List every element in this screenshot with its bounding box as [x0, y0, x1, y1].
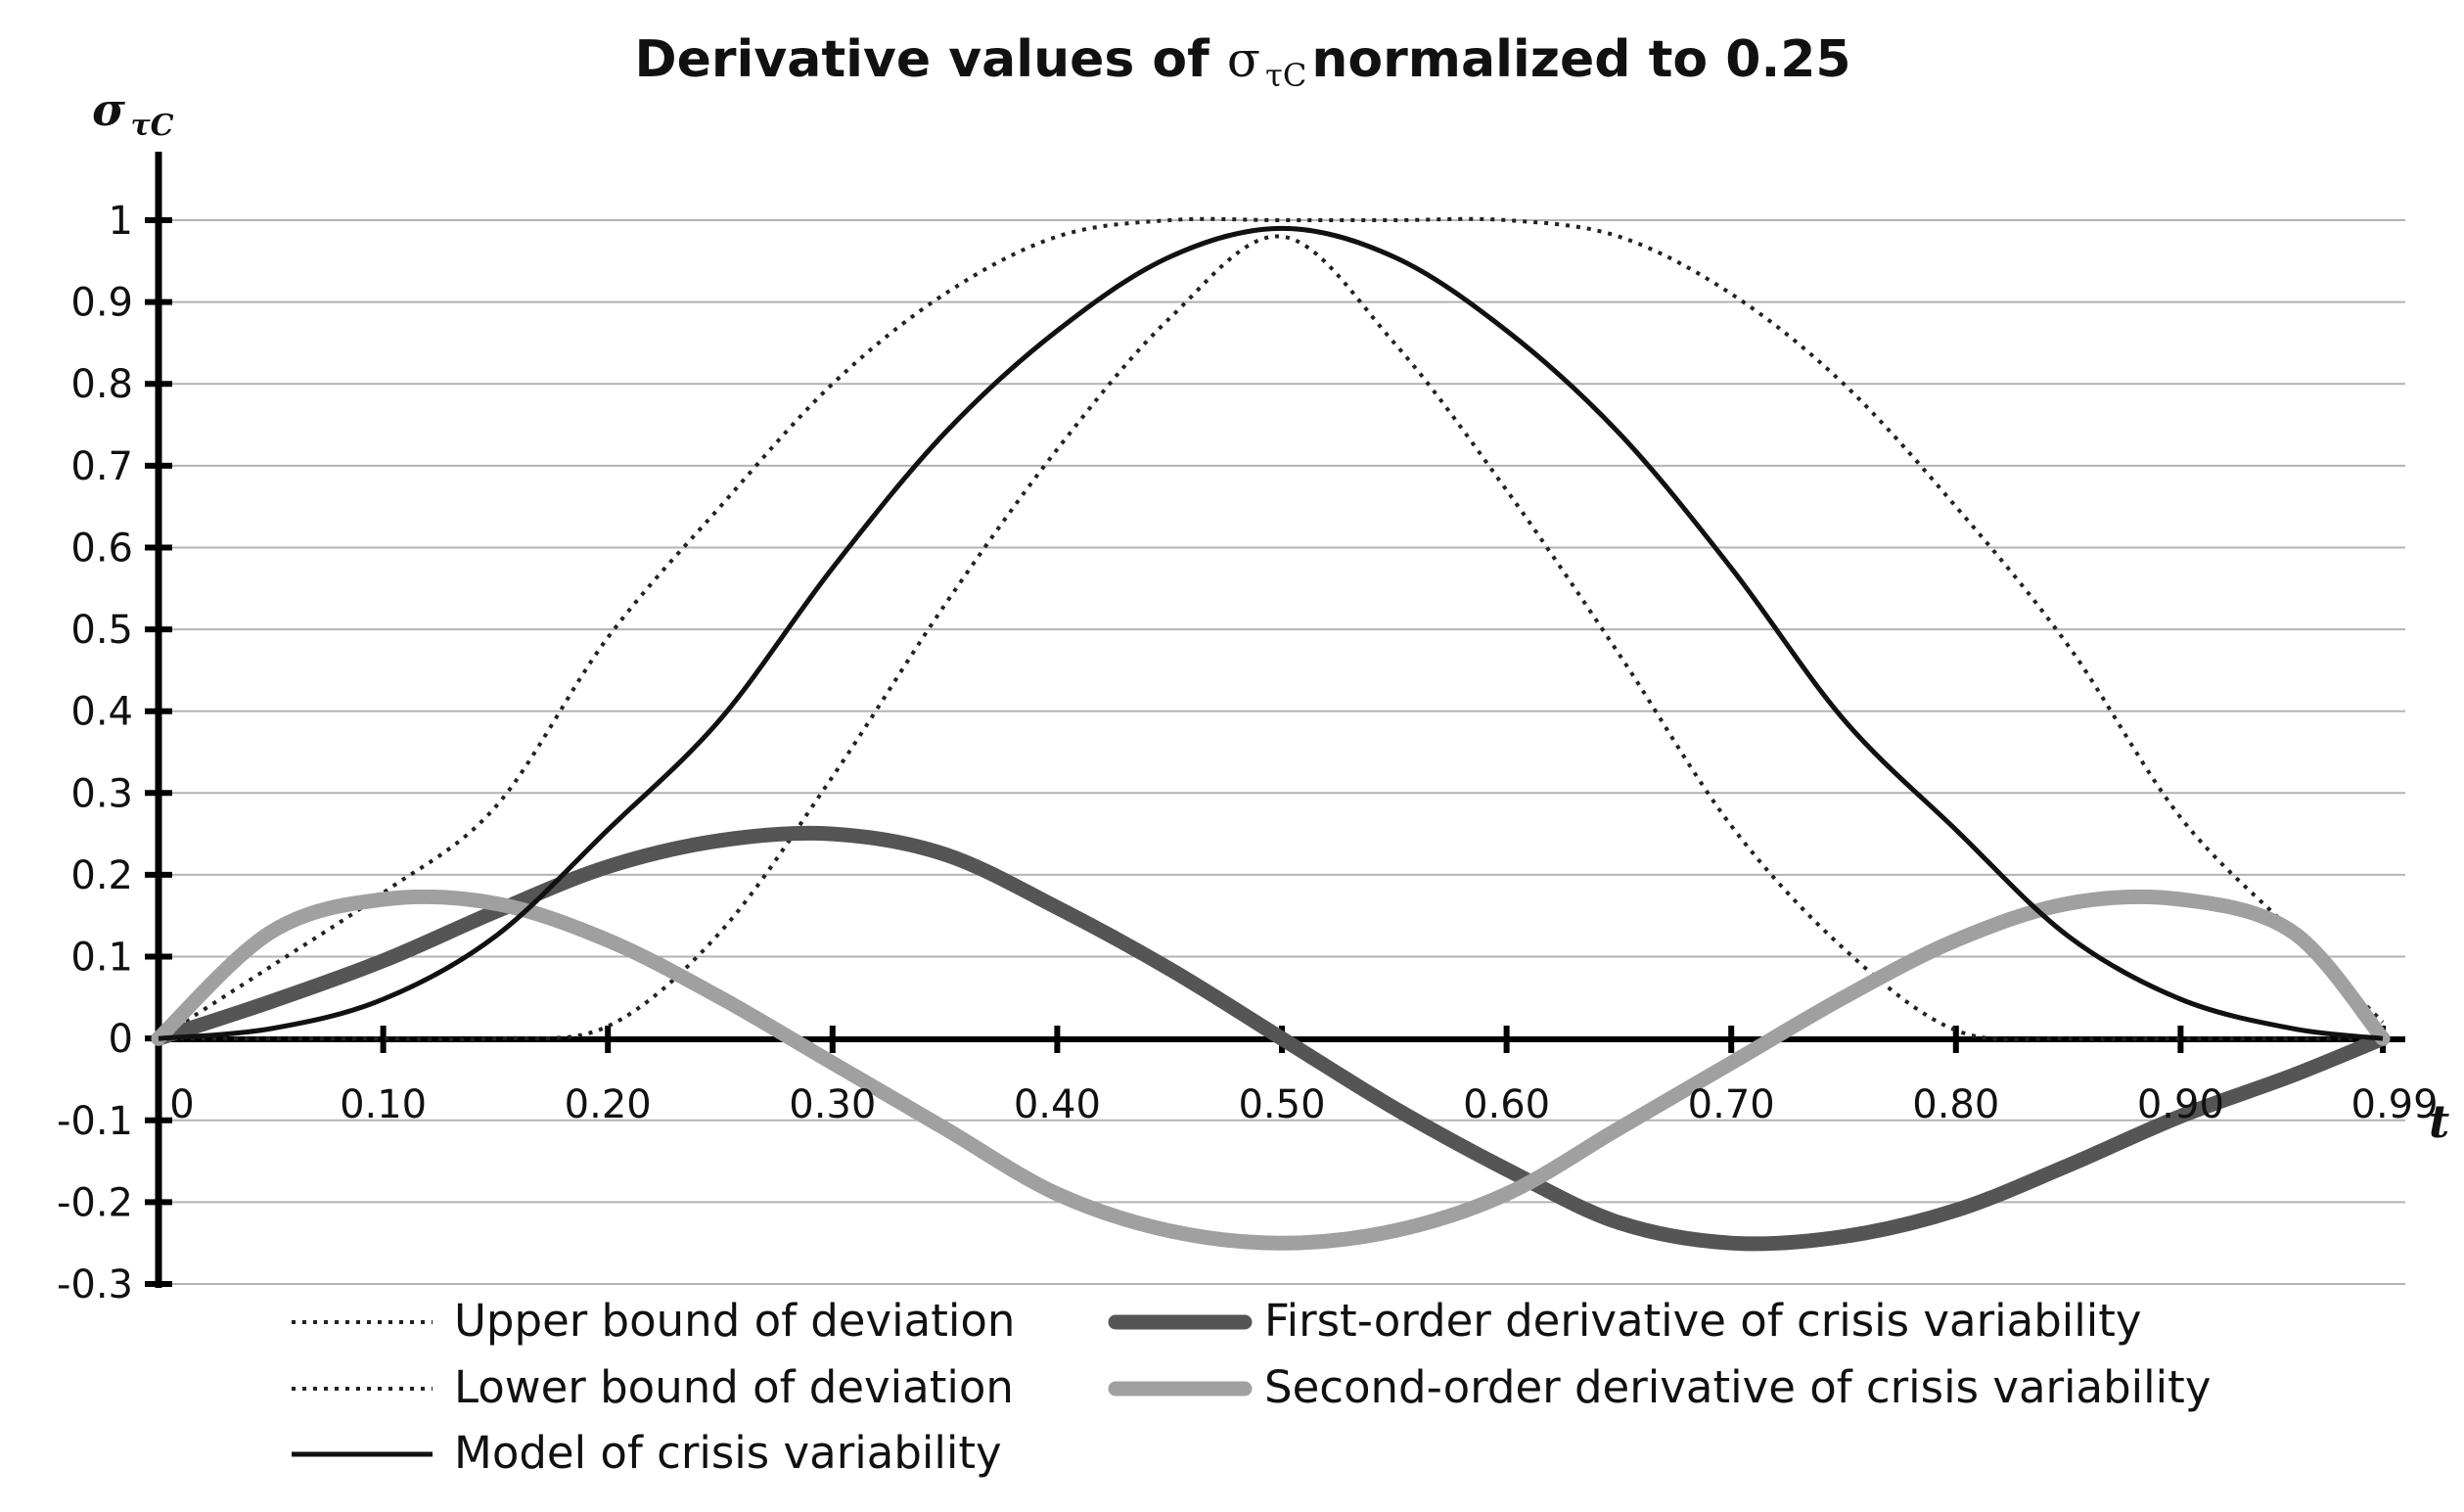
legend-label-4: Second-order derivative of crisis variab… [1264, 1361, 2211, 1413]
y-tick-label: -0.3 [57, 1262, 133, 1307]
y-tick-label: 0.1 [70, 936, 133, 981]
x-tick-label: 0 [169, 1082, 194, 1127]
y-tick-label: 0 [109, 1017, 133, 1062]
title-symbol-sub: τC [1265, 57, 1306, 94]
y-label-sub: τC [131, 109, 174, 143]
x-tick-label: 0.60 [1463, 1082, 1550, 1127]
legend-label-2: Model of crisis variability [454, 1427, 1002, 1479]
x-tick-label: 0.90 [2137, 1082, 2224, 1127]
legend: Upper bound of deviation Lower bound of d… [292, 1295, 2211, 1479]
y-tick-label: 0.2 [70, 853, 133, 898]
legend-label-1: Lower bound of deviation [454, 1361, 1014, 1413]
y-label-symbol: σ [92, 83, 125, 136]
x-tick-label: 0.70 [1688, 1082, 1775, 1127]
tick-marks [145, 217, 2387, 1287]
x-tick-label: 0.40 [1014, 1082, 1101, 1127]
y-tick-label: 1 [109, 199, 133, 244]
x-tick-label: 0.10 [340, 1082, 427, 1127]
y-tick-label: 0.7 [70, 444, 133, 489]
legend-label-3: First-order derivative of crisis variabi… [1264, 1295, 2142, 1347]
chart-title: Derivative values of σ τC normalized to … [634, 30, 1850, 94]
tick-labels: 10.90.80.70.60.50.40.30.20.10-0.1-0.2-0.… [57, 199, 2439, 1307]
x-tick-label: 0.50 [1238, 1082, 1325, 1127]
series-lines [151, 216, 2391, 1252]
legend-label-0: Upper bound of deviation [454, 1295, 1015, 1347]
y-tick-label: 0.6 [70, 526, 133, 571]
series-line-4 [151, 889, 2391, 1251]
y-tick-label: 0.4 [70, 690, 133, 735]
series-line-1 [159, 234, 2383, 1042]
series-line-3 [151, 825, 2391, 1252]
x-tick-label: 0.20 [565, 1082, 652, 1127]
gridlines [159, 219, 2405, 1285]
y-tick-label: 0.9 [70, 281, 133, 326]
title-symbol: σ [1227, 31, 1260, 88]
x-axis-label: t [2429, 1095, 2449, 1148]
y-tick-label: 0.8 [70, 362, 133, 407]
series-line-2 [158, 225, 2384, 1041]
y-tick-label: -0.1 [57, 1099, 133, 1144]
x-tick-label: 0.80 [1912, 1082, 1999, 1127]
y-axis-label: σ τC [92, 83, 174, 143]
y-tick-label: -0.2 [57, 1180, 133, 1225]
title-suffix: normalized to 0.25 [1311, 30, 1850, 89]
x-tick-label: 0.30 [789, 1082, 876, 1127]
y-tick-label: 0.3 [70, 771, 133, 816]
y-tick-label: 0.5 [70, 608, 133, 653]
title-prefix: Derivative values of [634, 30, 1226, 89]
x-tick-label: 0.99 [2351, 1082, 2439, 1127]
